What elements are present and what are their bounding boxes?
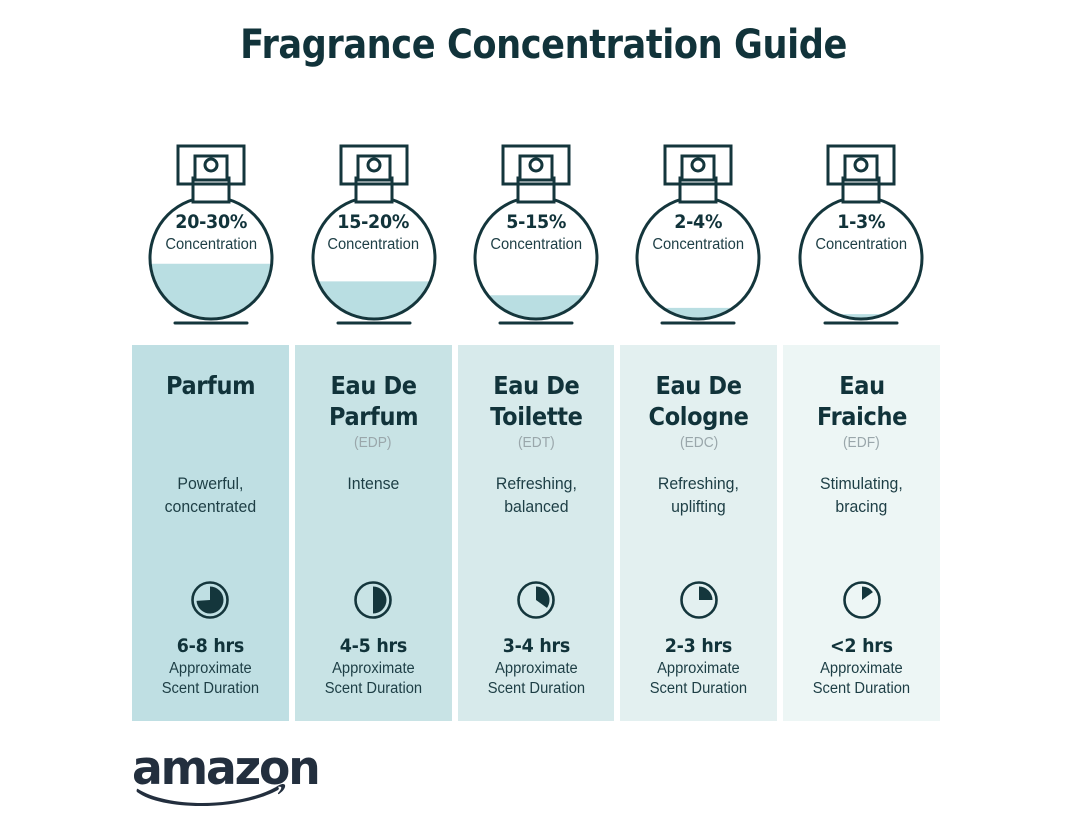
bottle-cell-2: 15-20% Concentration — [292, 134, 454, 334]
bottle-cell-5: 1-3% Concentration — [780, 134, 942, 334]
fragrance-column-3[interactable]: Eau De Toilette (EDT) Refreshing, balanced… — [457, 345, 615, 721]
text-line: Refreshing, — [495, 475, 577, 493]
text-line: concentrated — [164, 497, 257, 516]
amazon-logo: amazon — [132, 741, 321, 807]
bottle-cell-3: 5-15% Concentration — [455, 134, 617, 334]
text-line: Scent Duration — [324, 680, 422, 698]
amazon-wordmark: amazon — [132, 741, 321, 796]
fragrance-name: Eau De Parfum — [328, 371, 419, 431]
bottle-row: 20-30% Concentration 15-20 — [130, 134, 942, 334]
duration-caption: Approximate Scent Duration — [136, 659, 285, 699]
column-panel-row: Parfum Powerful, concentrated 6-8 hrs App… — [132, 345, 940, 721]
fragrance-description: Refreshing, balanced — [461, 473, 612, 519]
text-line: Refreshing, — [658, 475, 740, 493]
text-line: Approximate — [169, 660, 252, 677]
perfume-bottle-icon — [798, 144, 924, 325]
clock-icon-wrap — [783, 579, 940, 621]
duration-group: 2-3 hrs Approximate Scent Duration — [620, 635, 777, 699]
fragrance-column-5[interactable]: Eau Fraiche (EDF) Stimulating, bracing <2 … — [783, 345, 940, 721]
fragrance-name: Eau De Cologne — [648, 371, 749, 431]
clock-duration-icon — [679, 581, 718, 619]
fragrance-description: Powerful, concentrated — [135, 473, 286, 519]
fragrance-column-1[interactable]: Parfum Powerful, concentrated 6-8 hrs App… — [132, 345, 289, 721]
text-line: balanced — [503, 497, 569, 516]
fragrance-abbreviation: (EDP) — [354, 435, 392, 451]
duration-caption: Approximate Scent Duration — [787, 659, 936, 699]
text-line: Powerful, — [177, 475, 244, 493]
fragrance-column-2[interactable]: Eau De Parfum (EDP) Intense 4-5 hrs Appro… — [294, 345, 452, 721]
duration-group: 3-4 hrs Approximate Scent Duration — [458, 635, 615, 699]
clock-duration-icon — [354, 581, 392, 619]
clock-icon-wrap — [132, 579, 289, 621]
duration-hours: <2 hrs — [830, 635, 893, 657]
duration-caption: Approximate Scent Duration — [299, 659, 448, 699]
fragrance-abbreviation: (EDT) — [517, 435, 555, 451]
fragrance-column-4[interactable]: Eau De Cologne (EDC) Refreshing, uplifting… — [620, 345, 778, 721]
fragrance-name: Parfum — [165, 371, 256, 400]
text-line: Approximate — [820, 660, 903, 677]
clock-duration-icon — [191, 581, 230, 619]
clock-duration-icon — [842, 581, 881, 619]
fragrance-description: Stimulating, bracing — [786, 473, 937, 519]
text-line: uplifting — [671, 497, 727, 516]
fragrance-name: Eau Fraiche — [816, 371, 907, 431]
clock-icon-wrap — [295, 579, 452, 621]
clock-icon-wrap — [458, 579, 615, 621]
perfume-bottle-icon — [473, 144, 599, 325]
duration-caption: Approximate Scent Duration — [624, 659, 773, 699]
text-line: Scent Duration — [487, 680, 585, 698]
text-line: Approximate — [331, 660, 415, 677]
fragrance-abbreviation: (EDC) — [679, 435, 718, 451]
clock-icon-wrap — [620, 579, 777, 621]
text-line: Scent Duration — [161, 680, 260, 698]
text-line: Scent Duration — [812, 680, 911, 698]
page-title: Fragrance Concentration Guide — [240, 22, 847, 68]
duration-group: <2 hrs Approximate Scent Duration — [783, 635, 940, 699]
text-line: Approximate — [657, 660, 741, 677]
text-line: bracing — [835, 497, 888, 516]
duration-group: 4-5 hrs Approximate Scent Duration — [295, 635, 452, 699]
fragrance-description: Intense — [298, 473, 449, 496]
perfume-bottle-icon — [148, 144, 274, 325]
duration-hours: 3-4 hrs — [502, 635, 570, 657]
fragrance-name: Eau De Toilette — [489, 371, 583, 431]
perfume-bottle-icon — [311, 144, 437, 325]
bottle-cell-4: 2-4% Concentration — [617, 134, 779, 334]
text-line: Approximate — [494, 660, 578, 677]
text-line: Intense — [347, 475, 400, 493]
fragrance-abbreviation: (EDF) — [843, 435, 880, 451]
duration-hours: 4-5 hrs — [339, 635, 407, 657]
perfume-bottle-icon — [635, 144, 761, 325]
duration-hours: 6-8 hrs — [176, 635, 244, 657]
duration-caption: Approximate Scent Duration — [462, 659, 611, 699]
duration-group: 6-8 hrs Approximate Scent Duration — [132, 635, 289, 699]
clock-duration-icon — [517, 581, 555, 619]
text-line: Scent Duration — [650, 680, 748, 698]
duration-hours: 2-3 hrs — [665, 635, 733, 657]
text-line: Stimulating, — [820, 475, 903, 493]
fragrance-description: Refreshing, uplifting — [624, 473, 775, 519]
amazon-smile-icon — [136, 783, 286, 807]
bottle-cell-1: 20-30% Concentration — [130, 134, 292, 334]
